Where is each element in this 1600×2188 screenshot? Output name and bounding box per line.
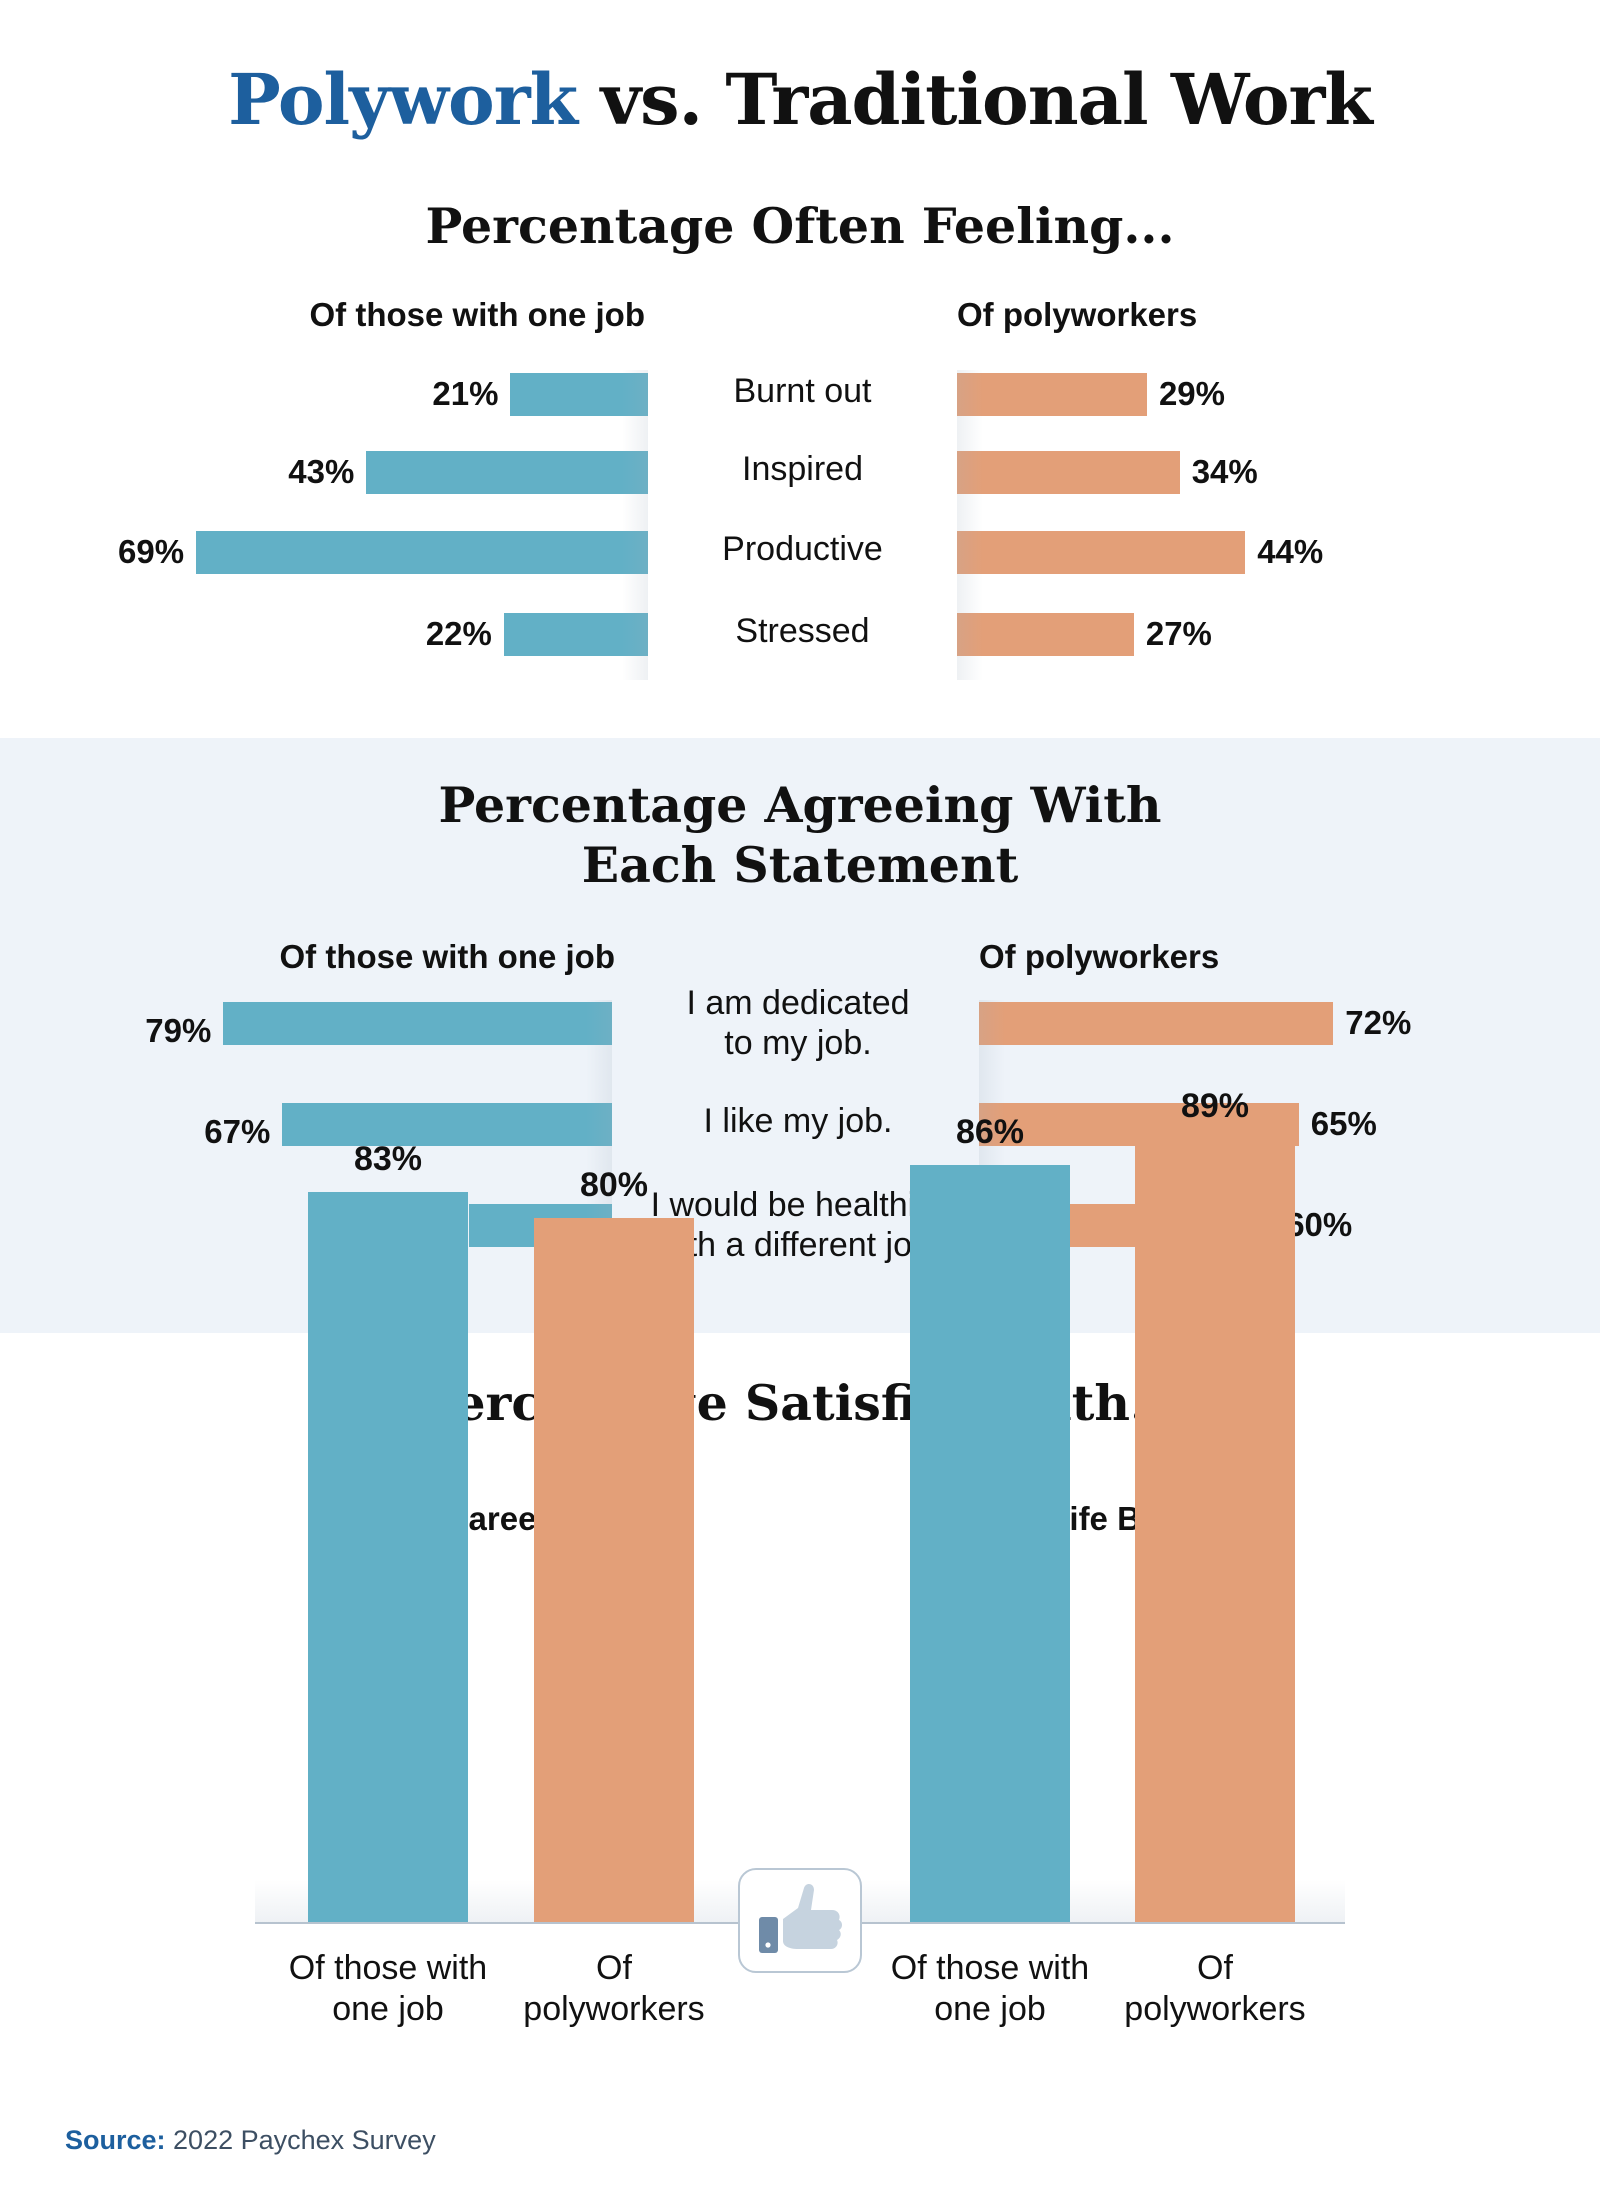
category-label: Burnt out: [670, 371, 935, 411]
polyworkers-value-label: 27%: [1145, 615, 1212, 652]
agreeing-left-column-label: Of those with one job: [279, 938, 615, 975]
right-fade-edge: [957, 370, 983, 680]
polyworkers-bar: [957, 373, 1147, 416]
category-label-line: Of those with: [288, 1949, 488, 1987]
one-job-bar: [196, 531, 648, 574]
category-label: Of polyworkers: [484, 1948, 744, 2030]
category-label-line: Burnt out: [733, 372, 872, 410]
category-label-line: I am dedicated: [686, 984, 910, 1022]
title-rest: vs. Traditional Work: [577, 58, 1372, 141]
left-fade-edge: [622, 370, 648, 680]
category-label-line: Of: [1197, 1949, 1233, 1987]
polyworkers-bar: [534, 1218, 694, 1922]
one-job-value-label: 22%: [425, 615, 492, 652]
category-label: I would be healthier with a different job…: [618, 1185, 978, 1265]
category-label: Of polyworkers: [1085, 1948, 1345, 2030]
page-title: Polywork vs. Traditional Work: [0, 58, 1600, 141]
agreeing-right-column-label: Of polyworkers: [979, 938, 1220, 975]
polyworkers-value-label: 65%: [1310, 1105, 1377, 1142]
category-label: Inspired: [670, 449, 935, 489]
category-label-line: Of those with: [890, 1949, 1090, 1987]
one-job-bar: [503, 613, 648, 656]
agreeing-section-title-line1: Percentage Agreeing With: [438, 776, 1162, 834]
one-job-bar: [308, 1191, 468, 1922]
feeling-left-column-label: Of those with one job: [309, 296, 645, 333]
polyworkers-bar: [957, 613, 1134, 656]
one-job-bar: [223, 1002, 612, 1045]
one-job-value-label: 21%: [432, 375, 499, 412]
source-label: Source:: [65, 2125, 166, 2155]
one-job-value-label: 67%: [204, 1113, 271, 1150]
category-label-line: polyworkers: [1124, 1990, 1306, 2028]
category-label: I am dedicated to my job.: [618, 983, 978, 1063]
polyworkers-value-label: 29%: [1158, 375, 1225, 412]
polyworkers-bar: [957, 531, 1246, 574]
feeling-section-title: Percentage Often Feeling...: [425, 197, 1175, 255]
category-label-line: Of: [596, 1949, 632, 1987]
polyworkers-value-label: 60%: [1286, 1206, 1353, 1243]
category-label: Productive: [670, 529, 935, 569]
category-label-line: Productive: [722, 530, 883, 568]
category-label-line: with a different job.: [655, 1226, 941, 1264]
category-label: Stressed: [670, 611, 935, 651]
polyworkers-value-label: 44%: [1257, 533, 1324, 570]
value-label: 86%: [955, 1113, 1025, 1152]
agreeing-section-title-line2: Each Statement: [581, 836, 1019, 894]
satisfied-section-title: Percentage Satisfied With...: [418, 1374, 1182, 1432]
category-label-line: I like my job.: [703, 1102, 893, 1140]
category-label: I like my job.: [618, 1101, 978, 1141]
one-job-value-label: 43%: [288, 453, 355, 490]
thumbs-up-badge: [738, 1868, 862, 1973]
polyworkers-value-label: 72%: [1345, 1004, 1412, 1041]
source-text: 2022 Paychex Survey: [165, 2125, 436, 2155]
title-accent: Polywork: [228, 58, 578, 141]
one-job-bar: [910, 1165, 1070, 1922]
category-label-line: to my job.: [724, 1024, 872, 1062]
polyworkers-value-label: 34%: [1191, 453, 1258, 490]
category-label-line: one job: [332, 1990, 444, 2028]
category-label: Of those with one job: [258, 1948, 518, 2030]
one-job-bar: [510, 373, 648, 416]
value-label: 89%: [1180, 1086, 1250, 1125]
category-label-line: I would be healthier: [650, 1186, 946, 1224]
one-job-bar: [366, 451, 648, 494]
thumbs-up-icon: [759, 1884, 842, 1953]
polyworkers-bar: [957, 451, 1180, 494]
value-label: 80%: [579, 1166, 649, 1204]
polyworkers-bar: [1135, 1138, 1295, 1922]
category-label-line: polyworkers: [523, 1990, 705, 2028]
value-label: 83%: [353, 1139, 423, 1178]
category-label-line: Inspired: [742, 450, 863, 488]
feeling-right-column-label: Of polyworkers: [957, 296, 1198, 333]
one-job-value-label: 69%: [117, 533, 185, 570]
one-job-bar: [282, 1103, 612, 1146]
polyworkers-bar: [979, 1002, 1334, 1045]
category-label: Of those with one job: [860, 1948, 1120, 2030]
category-label-line: one job: [934, 1990, 1046, 2028]
category-label-line: Stressed: [735, 612, 870, 650]
source-note: Source: 2022 Paychex Survey: [65, 2125, 436, 2156]
one-job-value-label: 79%: [145, 1012, 212, 1049]
